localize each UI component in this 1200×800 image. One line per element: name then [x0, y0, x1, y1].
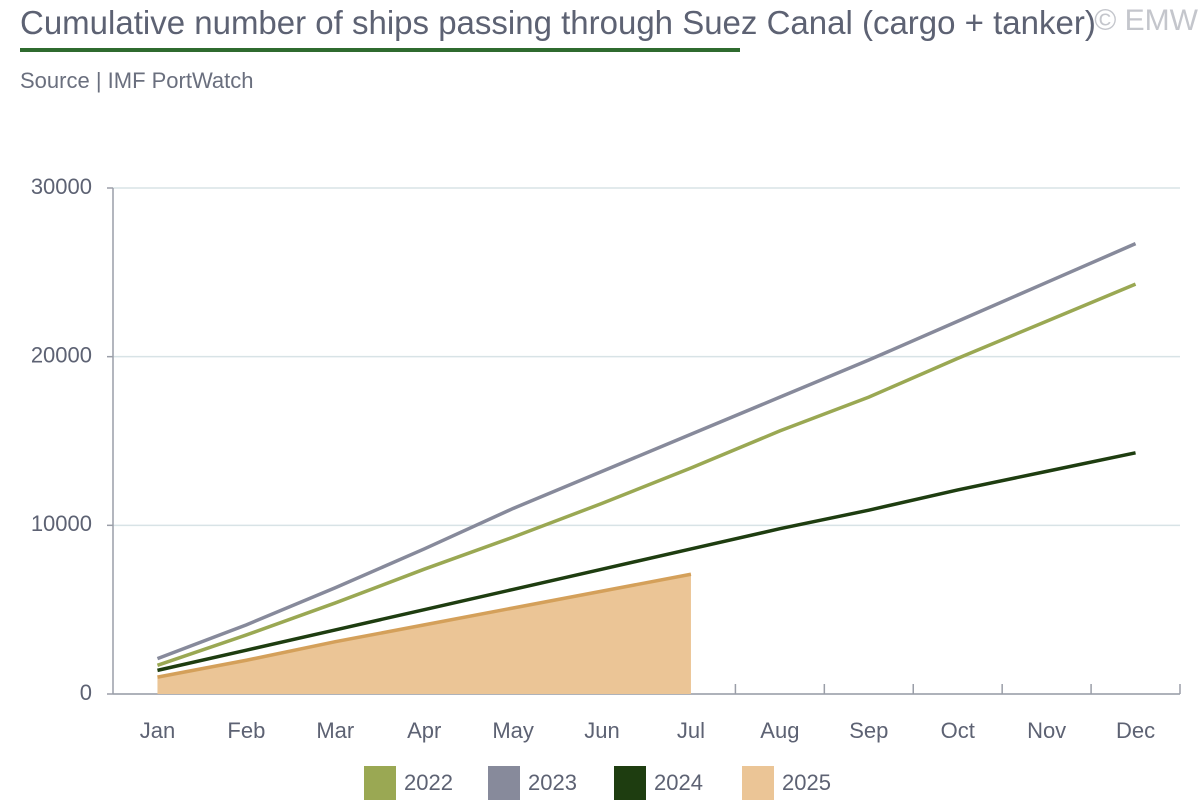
- x-tick-label: Nov: [1027, 718, 1066, 743]
- y-tick-label: 10000: [31, 511, 92, 536]
- y-tick-label: 30000: [31, 174, 92, 199]
- x-tick-label: Apr: [407, 718, 441, 743]
- line: [156, 242, 1137, 661]
- legend-swatch: [488, 766, 520, 800]
- y-tick-label: 0: [80, 680, 92, 705]
- y-tick-label: 20000: [31, 342, 92, 367]
- line: [157, 572, 692, 679]
- x-tick-label: Sep: [849, 718, 888, 743]
- x-tick-label: Jul: [677, 718, 705, 743]
- x-tick-label: Feb: [227, 718, 265, 743]
- x-tick-label: Oct: [941, 718, 975, 743]
- legend-swatch: [742, 766, 774, 800]
- legend-label: 2023: [528, 770, 577, 795]
- credit: © EMW: [1094, 4, 1198, 37]
- x-tick-label: Mar: [316, 718, 354, 743]
- x-tick-label: Aug: [760, 718, 799, 743]
- legend-swatch: [614, 766, 646, 800]
- title-rule: [20, 48, 740, 52]
- legend-label: 2025: [782, 770, 831, 795]
- legend-swatch: [364, 766, 396, 800]
- chart-subtitle: Source | IMF PortWatch: [20, 68, 254, 93]
- area: [157, 574, 691, 694]
- x-tick-label: Jun: [584, 718, 619, 743]
- legend-label: 2024: [654, 770, 703, 795]
- x-tick-label: Dec: [1116, 718, 1155, 743]
- legend-label: 2022: [404, 770, 453, 795]
- x-tick-label: Jan: [140, 718, 175, 743]
- line: [156, 282, 1137, 667]
- chart-title: Cumulative number of ships passing throu…: [20, 4, 1096, 41]
- line: [157, 451, 1136, 673]
- x-tick-label: May: [492, 718, 534, 743]
